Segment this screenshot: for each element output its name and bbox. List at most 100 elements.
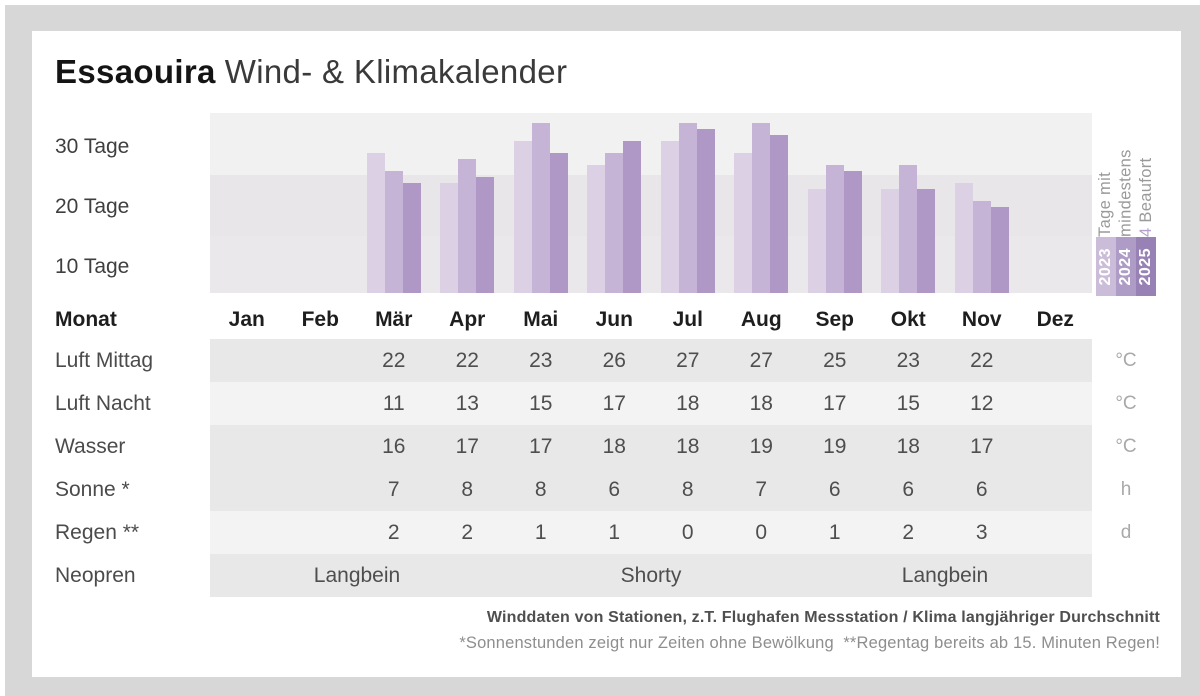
table-cell: 7: [755, 477, 768, 501]
chart-y-axis-label: Tage mit mindestens 4 Beaufort: [1095, 105, 1158, 237]
wind-bar-2024-Mär: [384, 171, 403, 293]
row-cells: 11 13 15 17 18 18 17 15 12: [210, 382, 1092, 425]
month-label-sep: Sep: [815, 308, 854, 331]
table-cell: 15: [896, 391, 920, 415]
table-cell: [1019, 511, 1093, 554]
month-label-nov: Nov: [961, 308, 1002, 331]
table-cell: 27: [676, 348, 700, 372]
table-row-luft-nacht: Luft Nacht 11 13 15 17 18 18 17 15 12 °C: [32, 382, 1181, 425]
wind-bar-2025-Okt: [917, 189, 936, 293]
table-row-luft-mittag: Luft Mittag 22 22 23 26 27 27 25 23 22 °C: [32, 339, 1181, 382]
chart-legend-years: 2023 2024 2025: [1096, 237, 1156, 296]
legend-year-label: 2023: [1097, 247, 1114, 286]
table-cell: 16: [382, 434, 406, 458]
month-header-row: Monat Jan Feb Mär Apr Mai Jun Jul Aug Sep Okt Nov D…: [32, 301, 1181, 339]
table-cell: [1019, 382, 1093, 425]
table-cell: 18: [676, 434, 700, 458]
table-cell: [284, 511, 358, 554]
wind-bar-2023-Aug: [734, 153, 753, 293]
table-cell: [210, 511, 284, 554]
legend-year-chip-2024: 2024: [1116, 237, 1136, 296]
table-cell: 18: [676, 391, 700, 415]
month-label-jul: Jul: [672, 308, 703, 331]
row-cells: 2 2 1 1 0 0 1 2 3: [210, 511, 1092, 554]
table-cell: 8: [534, 477, 547, 501]
row-label: Wasser: [55, 434, 126, 458]
wind-bar-2025-Mär: [402, 183, 421, 293]
table-cell: [210, 468, 284, 511]
table-cell: 23: [896, 348, 920, 372]
row-cells: 22 22 23 26 27 27 25 23 22: [210, 339, 1092, 382]
wind-bar-2025-Jul: [696, 129, 715, 293]
row-label: Regen **: [55, 520, 140, 544]
wind-bar-2023-Mai: [513, 141, 532, 293]
chart-band-middle: [210, 175, 1092, 236]
table-cell: 15: [529, 391, 553, 415]
wind-bar-2024-Jul: [678, 123, 697, 293]
table-cell: 6: [902, 477, 915, 501]
page-frame: Essaouira Wind- & Klimakalender 30 Tage 2…: [5, 5, 1200, 696]
neoprene-segment-langbein: Langbein: [901, 563, 989, 587]
row-unit: h: [1120, 478, 1132, 500]
month-label-okt: Okt: [890, 308, 926, 331]
row-cells: 7 8 8 6 8 7 6 6 6: [210, 468, 1092, 511]
wind-bar-2025-Nov: [990, 207, 1009, 293]
month-label-apr: Apr: [449, 308, 486, 331]
table-cell: 6: [828, 477, 841, 501]
table-cell: 17: [455, 434, 479, 458]
row-label: Luft Mittag: [55, 348, 154, 372]
title-subtitle: Wind- & Klimakalender: [224, 53, 568, 90]
month-label-mär: Mär: [375, 308, 413, 331]
table-cell: [284, 425, 358, 468]
wind-bar-2024-Nov: [972, 201, 991, 293]
table-cell: 1: [534, 520, 547, 544]
wind-bar-2023-Sep: [807, 189, 826, 293]
month-labels: Jan Feb Mär Apr Mai Jun Jul Aug Sep Okt Nov Dez: [210, 301, 1092, 339]
row-label: Sonne *: [55, 477, 130, 501]
month-label-feb: Feb: [301, 308, 339, 331]
wind-days-bar-chart: [210, 113, 1092, 293]
table-cell: 25: [823, 348, 847, 372]
wind-bar-2024-Sep: [825, 165, 844, 293]
table-row-regen-: Regen ** 2 2 1 1 0 0 1 2 3 d: [32, 511, 1181, 554]
table-cell: [210, 382, 284, 425]
table-cell: 6: [608, 477, 621, 501]
table-cell: 2: [902, 520, 915, 544]
calendar-card: Essaouira Wind- & Klimakalender 30 Tage 2…: [32, 31, 1181, 677]
chart-band-bottom: [210, 236, 1092, 293]
table-cell: [1019, 425, 1093, 468]
month-label-jun: Jun: [595, 308, 633, 331]
wind-bar-2023-Jul: [660, 141, 679, 293]
row-label: Luft Nacht: [55, 391, 151, 415]
table-cell: 0: [681, 520, 694, 544]
row-unit: °C: [1115, 392, 1137, 414]
table-cell: 26: [602, 348, 626, 372]
footer-source-line: Winddaten von Stationen, z.T. Flughafen …: [486, 609, 1160, 626]
wind-bar-2025-Mai: [549, 153, 568, 293]
table-cell: 13: [455, 391, 479, 415]
footer-footnotes-line: *Sonnenstunden zeigt nur Zeiten ohne Bew…: [459, 634, 1160, 652]
legend-year-chip-2023: 2023: [1096, 237, 1116, 296]
table-cell: 19: [749, 434, 773, 458]
beaufort-word: Beaufort: [1137, 157, 1155, 228]
axis-label-line1: Tage mit: [1096, 172, 1114, 237]
table-cell: 7: [387, 477, 400, 501]
axis-label-line3: 4 Beaufort: [1136, 105, 1157, 237]
wind-bar-2024-Okt: [899, 165, 918, 293]
wind-bar-2023-Nov: [954, 183, 973, 293]
table-cell: [1019, 468, 1093, 511]
row-label: Neopren: [55, 563, 136, 587]
table-cell: 19: [823, 434, 847, 458]
wind-bar-2025-Aug: [770, 135, 789, 293]
table-cell: 8: [681, 477, 694, 501]
table-cell: 17: [529, 434, 553, 458]
table-row-neopren: Neopren Langbein Shorty Langbein: [32, 554, 1181, 597]
page-title: Essaouira Wind- & Klimakalender: [55, 53, 567, 91]
table-cell: 8: [461, 477, 474, 501]
table-cell: 17: [970, 434, 994, 458]
table-cell: 18: [749, 391, 773, 415]
axis-label-line2: mindestens: [1116, 149, 1135, 237]
table-cell: 0: [755, 520, 768, 544]
table-cell: 22: [455, 348, 479, 372]
table-cell: 23: [529, 348, 553, 372]
